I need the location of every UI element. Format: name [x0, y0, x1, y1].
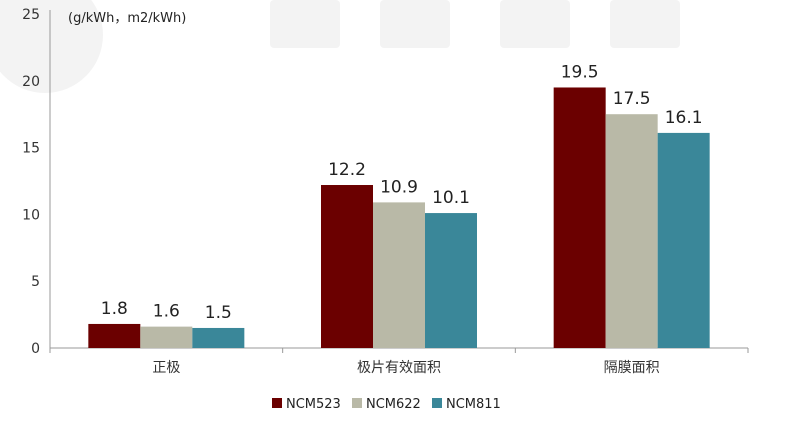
y-tick-label: 5 [31, 274, 40, 290]
unit-label: (g/kWh，m2/kWh) [68, 11, 186, 26]
bar-ncm523-2 [553, 87, 606, 348]
data-label: 17.5 [613, 89, 651, 109]
bar-ncm523-0 [88, 323, 141, 348]
bars [88, 87, 710, 348]
y-axis: 0 5 10 15 20 25 [22, 7, 51, 357]
data-label: 1.5 [205, 303, 232, 323]
value-labels: 1.8 1.6 1.5 12.2 10.9 10.1 19.5 17.5 16.1 [101, 62, 703, 322]
x-category-label: 极片有效面积 [357, 360, 441, 376]
data-label: 1.6 [153, 302, 180, 322]
x-axis: 正极 极片有效面积 隔膜面积 [49, 347, 749, 376]
x-category-label: 正极 [152, 360, 180, 376]
legend-swatch-ncm622 [352, 398, 362, 408]
legend-label-ncm622: NCM622 [366, 397, 421, 412]
legend: NCM523 NCM622 NCM811 [272, 397, 501, 412]
y-tick-label: 10 [22, 207, 40, 223]
data-label: 10.9 [380, 177, 418, 197]
bar-ncm622-0 [140, 326, 193, 348]
legend-swatch-ncm811 [432, 398, 442, 408]
legend-swatch-ncm523 [272, 398, 282, 408]
bar-ncm811-1 [425, 213, 477, 348]
y-tick-label: 0 [31, 341, 40, 357]
y-tick-label: 15 [22, 141, 40, 157]
data-label: 1.8 [101, 299, 128, 319]
bar-ncm811-0 [192, 327, 245, 348]
legend-label-ncm811: NCM811 [446, 397, 501, 412]
watermark [0, 0, 680, 93]
data-label: 19.5 [561, 62, 599, 82]
bar-ncm811-2 [657, 132, 710, 348]
legend-label-ncm523: NCM523 [286, 397, 341, 412]
x-category-label: 隔膜面积 [604, 360, 660, 376]
y-tick-label: 20 [22, 74, 40, 90]
bar-ncm523-1 [321, 185, 373, 348]
bar-ncm622-1 [373, 202, 425, 348]
bar-ncm622-2 [605, 114, 658, 348]
data-label: 12.2 [328, 160, 366, 180]
data-label: 16.1 [665, 108, 703, 128]
y-tick-label: 25 [22, 7, 40, 23]
data-label: 10.1 [432, 188, 470, 208]
